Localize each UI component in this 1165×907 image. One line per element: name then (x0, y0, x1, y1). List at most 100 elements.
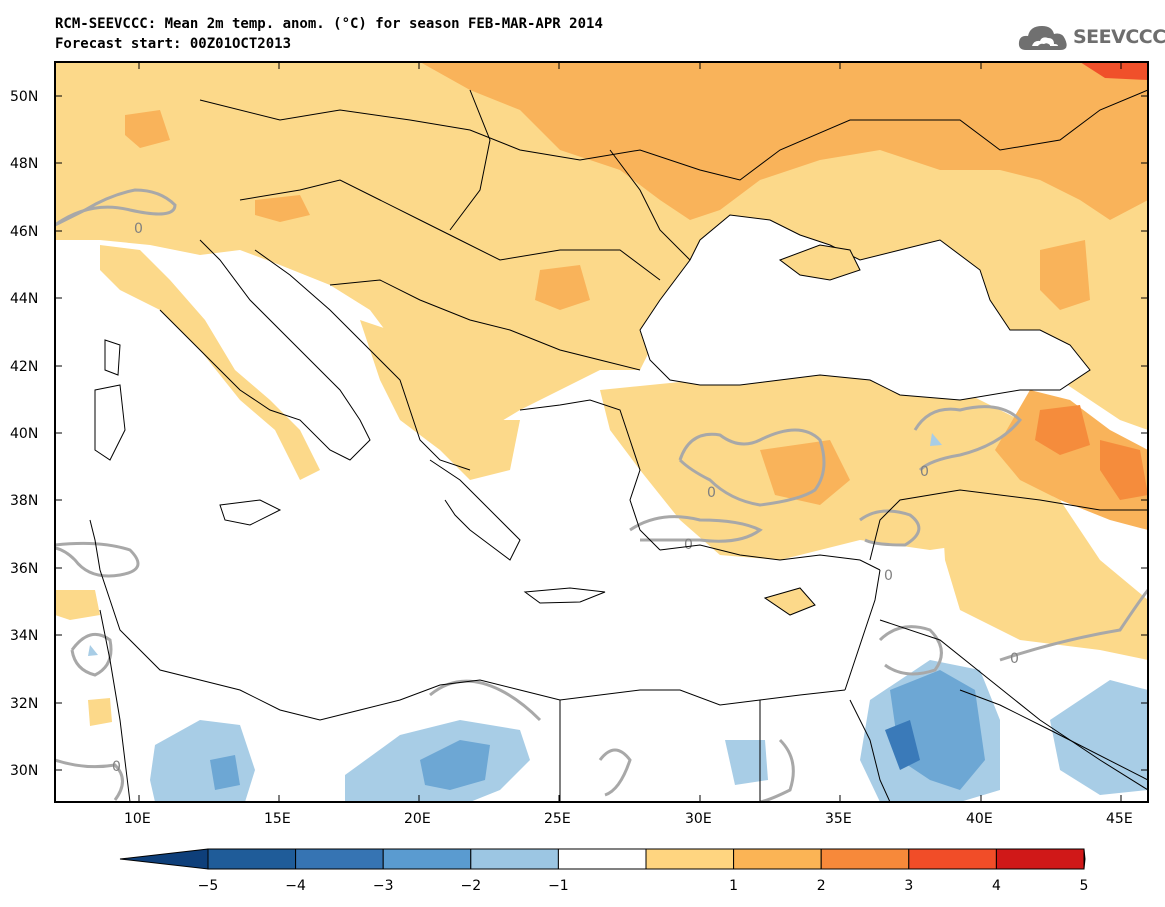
warm2-region-romania (535, 265, 590, 310)
zero-contour-line (913, 405, 1023, 472)
contour-labels: 0 0 0 0 0 0 0 (112, 221, 1019, 775)
country-border (449, 89, 491, 231)
turkey-south-coast (659, 544, 881, 571)
map-frame (54, 61, 1149, 803)
colorbar-label: 3 (904, 878, 913, 894)
zero-contour-line (429, 679, 542, 722)
contour-label: 0 (884, 568, 893, 584)
cloud-logo-icon (1018, 26, 1067, 50)
warm3-region-ne-corner (1080, 62, 1148, 80)
cold3-region-jordan (885, 720, 920, 770)
lat-tick-label: 40N (10, 426, 38, 442)
lat-tick-label: 34N (10, 628, 38, 644)
seevccc-logo: SEEVCCC (1018, 20, 1165, 54)
colorbar-swatch (382, 848, 472, 870)
contour-label: 0 (134, 221, 143, 237)
cold2-region-libya-west (210, 755, 240, 790)
forecast-start-subtitle: Forecast start: 00Z01OCT2013 (55, 36, 292, 52)
warm2-region-austria (255, 195, 310, 222)
contour-label: 0 (112, 759, 121, 775)
warm2-region-anatolia (760, 440, 850, 505)
zero-contour-line (55, 541, 140, 578)
cyprus-coast (763, 587, 816, 616)
contour-label: 0 (684, 537, 693, 553)
warm-anomaly-region-libya-spot (88, 698, 112, 726)
warm-anomaly-region-north (55, 62, 1148, 440)
zero-contour-line (629, 515, 763, 543)
warm2-region-germany (125, 110, 170, 148)
zero-contour-line (859, 509, 921, 547)
colorbar-label: 2 (817, 878, 826, 894)
zero-contour-line (759, 738, 795, 802)
lon-tick-label: 10E (124, 811, 151, 827)
lon-tick-label: 30E (685, 811, 712, 827)
colorbar-label: 1 (729, 878, 738, 894)
cold-anomaly-region-tunisia-spot (88, 645, 98, 656)
colorbar-swatch (908, 848, 997, 870)
country-border (609, 149, 691, 261)
corsica-coast (104, 339, 121, 376)
zero-contour-line (598, 748, 632, 797)
lat-tick-label: 44N (10, 291, 38, 307)
crete-coast (523, 587, 606, 604)
country-border (849, 699, 891, 802)
warm-anomaly-region-balkans (360, 320, 520, 480)
lat-tick-label: 48N (10, 156, 38, 172)
longitude-axis: 10E 15E 20E 25E 30E 35E 40E 45E (124, 62, 1133, 827)
chart-title: RCM-SEEVCCC: Mean 2m temp. anom. (°C) fo… (55, 16, 603, 32)
colorbar-label: −1 (548, 878, 569, 894)
lat-tick-label: 50N (10, 89, 38, 105)
colorbar-swatch (470, 848, 559, 870)
tunisia-coast (89, 519, 111, 601)
italy-coast (159, 239, 371, 461)
lat-tick-label: 30N (10, 763, 38, 779)
cold-anomaly-region-iraq (1050, 680, 1148, 795)
sicily-coast (219, 499, 282, 526)
colorbar-swatch (995, 848, 1085, 870)
colorbar-swatch (645, 848, 735, 870)
country-border (199, 89, 1148, 181)
colorbar-swatch (295, 848, 384, 870)
colorbar-swatch (207, 848, 297, 870)
latitude-axis: 50N 48N 46N 44N 42N 40N 38N 36N 34N 32N … (10, 89, 1148, 779)
colorbar-label: −3 (373, 878, 394, 894)
lon-tick-label: 15E (264, 811, 291, 827)
colorbar-max-arrow (1083, 848, 1086, 870)
country-border (869, 489, 1148, 561)
colorbar-label: −5 (198, 878, 219, 894)
levant-coast (844, 569, 881, 691)
lon-tick-label: 25E (544, 811, 571, 827)
aegean-coast (519, 399, 661, 551)
coastlines-and-borders (89, 89, 1148, 802)
adriatic-east-coast (254, 249, 471, 471)
anomaly-field (55, 62, 1148, 802)
north-africa-coast (109, 599, 846, 721)
cold2-region-libya (420, 740, 490, 790)
colorbar-label: −4 (285, 878, 306, 894)
warm-anomaly-region-italy (100, 245, 320, 480)
country-border (879, 619, 1148, 791)
warm2-region-ukraine (420, 62, 1148, 220)
black-sea-coast (639, 214, 1091, 401)
greece-coast (429, 459, 521, 561)
lon-tick-label: 20E (404, 811, 431, 827)
colorbar-label: −2 (460, 878, 481, 894)
warm3-region-armenia (1100, 440, 1148, 500)
lon-tick-label: 35E (825, 811, 852, 827)
lat-tick-label: 46N (10, 224, 38, 240)
country-border (329, 279, 641, 371)
logo-text: SEEVCCC (1073, 26, 1165, 48)
lat-tick-label: 42N (10, 359, 38, 375)
zero-contour-line (999, 589, 1148, 662)
crimea-coast (778, 244, 861, 281)
cold-anomaly-region-turkey-spot (930, 433, 942, 446)
colorbar: −5 −4 −3 −2 −1 1 2 3 4 5 (119, 848, 1088, 894)
cold-anomaly-region-egypt (725, 740, 768, 785)
lat-tick-label: 32N (10, 696, 38, 712)
contour-label: 0 (1010, 651, 1019, 667)
country-border (239, 179, 661, 281)
lon-tick-label: 40E (966, 811, 993, 827)
warm-anomaly-region-levant (940, 470, 1148, 660)
colorbar-swatch (557, 848, 647, 870)
